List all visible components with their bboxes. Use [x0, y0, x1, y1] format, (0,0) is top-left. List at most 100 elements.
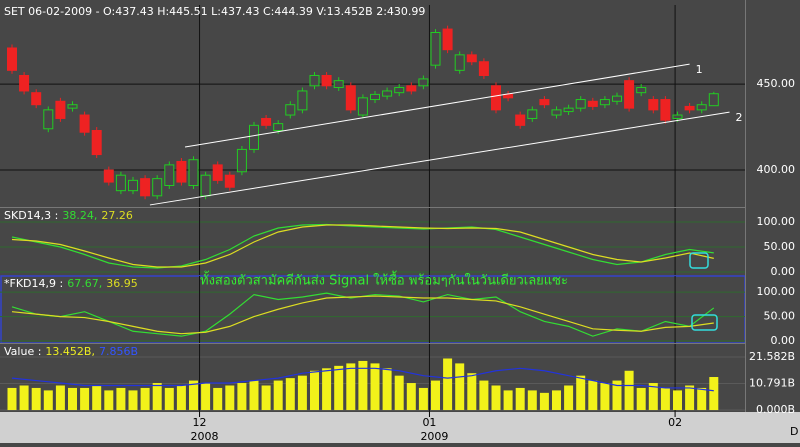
candle-body [43, 109, 54, 130]
candle-body [188, 159, 199, 187]
candle-body [418, 78, 429, 87]
header-part: 7.856B [99, 345, 138, 358]
volume-bar [709, 377, 719, 411]
candle-body [672, 114, 683, 119]
candle-body [261, 117, 272, 126]
candle-body [236, 148, 247, 173]
candle-body [636, 87, 647, 94]
candle-body [466, 54, 477, 63]
y-tick-label: 21.582B [749, 350, 795, 363]
highlight-box [691, 314, 718, 331]
volume-bar [80, 387, 90, 411]
average-line [11, 367, 714, 392]
candle-body [660, 99, 671, 121]
candle-body [67, 104, 78, 109]
candle-body [321, 74, 332, 87]
header-part: 67.67, [67, 277, 102, 290]
volume-bar [249, 380, 259, 411]
candle-body [442, 28, 453, 51]
volume-bar [431, 380, 440, 411]
candle-body [212, 164, 223, 181]
volume-bar [612, 380, 622, 411]
annotation: ทั้งสองตัวสามัคคีกันส่ง Signal ให้ซื้อ พ… [200, 271, 568, 289]
panel-header: Value : 13.452B, 7.856B [4, 345, 138, 358]
volume-bar [576, 375, 586, 411]
volume-bar [527, 390, 537, 411]
x-tick-label: 12 [193, 416, 207, 429]
candle-body [115, 174, 126, 192]
candle-body [539, 99, 550, 106]
oscillator-line [11, 295, 714, 335]
candle-body [200, 174, 211, 197]
volume-bar [201, 383, 211, 411]
x-tick-label: 01 [422, 416, 436, 429]
x-year-label: 2008 [191, 430, 219, 443]
volume-bar [285, 378, 295, 411]
oscillator-line [11, 224, 714, 268]
header-part: *FKD14,9 : [4, 277, 63, 290]
volume-bar [104, 390, 114, 411]
volume-bar [673, 390, 682, 411]
volume-bar [7, 387, 17, 411]
candle-body [454, 54, 465, 71]
trendline [184, 63, 690, 148]
header-part: 38.24, [62, 209, 97, 222]
volume-bar [334, 365, 344, 411]
volume-bar [648, 383, 658, 411]
candle-body [527, 109, 538, 119]
candle-body [599, 99, 610, 106]
candle-body [648, 99, 659, 111]
candle-body [551, 109, 562, 116]
volume-bar [370, 363, 380, 411]
candle-body [31, 92, 42, 106]
candle-body [491, 85, 501, 111]
y-tick-label: 50.00 [764, 240, 796, 253]
candle-body [357, 97, 368, 116]
candle-body [587, 100, 598, 107]
volume-bar [43, 390, 53, 411]
y-tick-label: 100.00 [757, 285, 796, 298]
y-tick-label: 0.00 [771, 265, 796, 278]
volume-bar [515, 387, 525, 411]
candle-body [297, 90, 308, 111]
candle-body [394, 87, 405, 94]
y-tick-label: 100.00 [757, 215, 796, 228]
candle-body [103, 169, 114, 183]
volume-bar [346, 363, 356, 411]
volume-bar [467, 373, 477, 411]
volume-bar [55, 385, 65, 411]
candle-body [249, 124, 259, 150]
y-tick-label: 10.791B [749, 377, 795, 390]
x-year-label: 2009 [420, 430, 448, 443]
volume-bar [237, 383, 247, 411]
y-tick-label: 50.00 [764, 310, 796, 323]
volume-bar [564, 385, 574, 411]
volume-bar [503, 390, 513, 411]
trendline-label: 1 [696, 63, 703, 76]
x-axis-strip [0, 412, 800, 443]
volume-bar [418, 387, 428, 411]
candle-body [333, 80, 344, 89]
trendline-label: 2 [736, 111, 743, 124]
volume-bar [116, 387, 126, 411]
candle-body [79, 114, 90, 133]
y-tick-label: 400.00 [757, 163, 796, 176]
candle-body [152, 178, 163, 197]
header-part: 27.26 [101, 209, 133, 222]
candle-body [224, 174, 235, 188]
candle-body [708, 93, 719, 107]
volume-bar [588, 380, 598, 411]
panel-header: *FKD14,9 : 67.67, 36.95 [4, 277, 138, 290]
candle-body [430, 32, 441, 66]
volume-bar [455, 363, 465, 411]
x-unit-label: D [790, 425, 798, 438]
volume-bar [225, 385, 235, 411]
volume-bar [176, 385, 186, 411]
volume-bar [382, 368, 392, 411]
volume-bar [152, 383, 162, 411]
volume-bar [624, 370, 634, 411]
volume-bar [660, 387, 670, 411]
y-tick-label: 0.000B [756, 403, 795, 416]
